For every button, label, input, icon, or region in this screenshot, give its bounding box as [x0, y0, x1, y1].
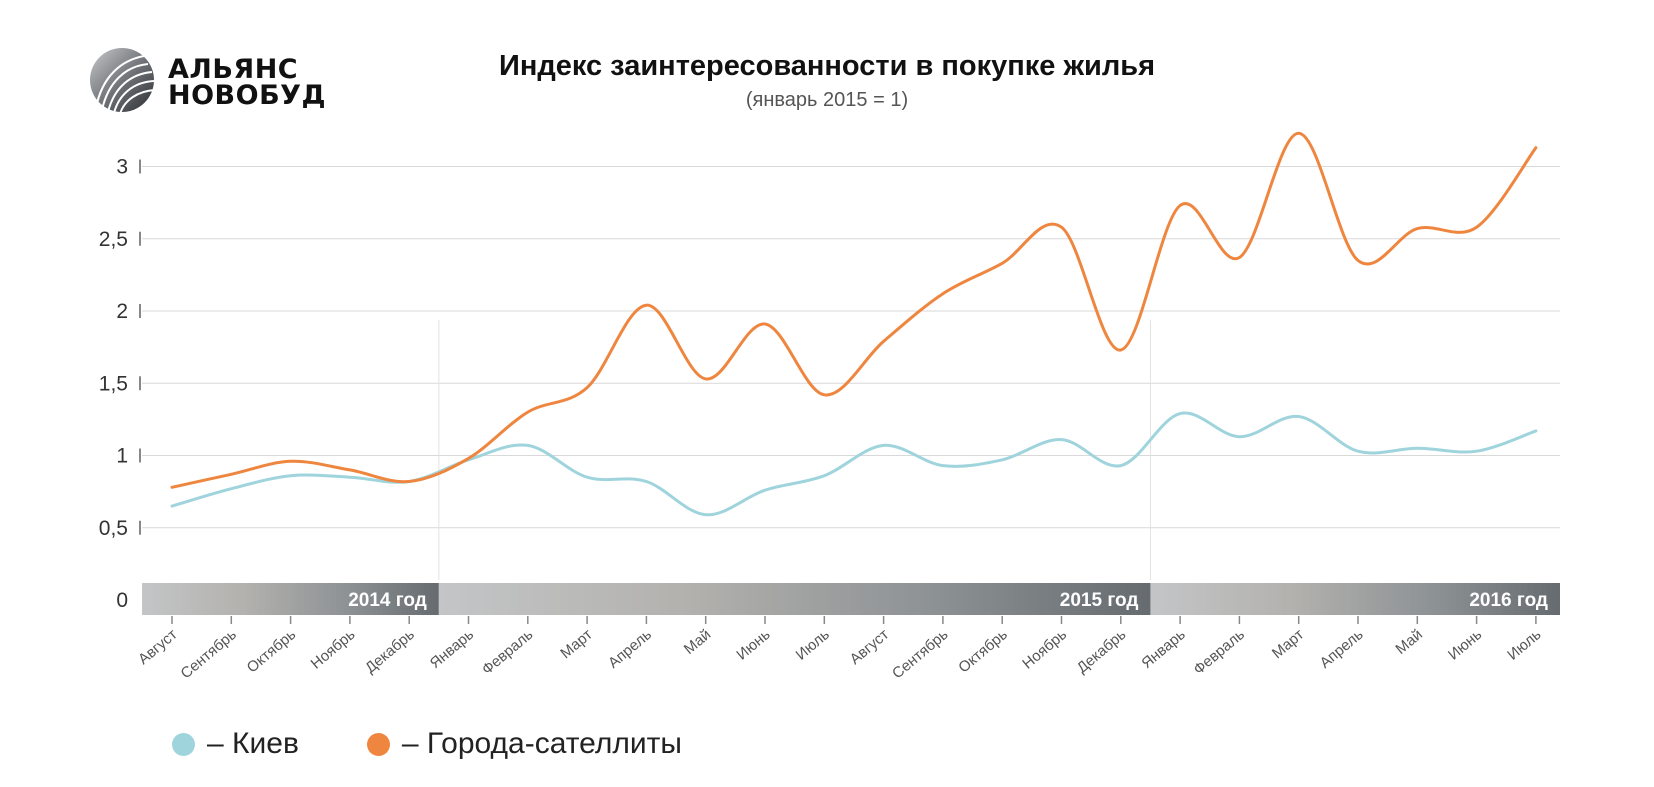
year-band-label: 2014 год [348, 590, 427, 611]
x-tick-label: Октябрь [244, 626, 300, 677]
legend-label-kiev: – Киев [207, 727, 299, 761]
x-tick-label: Июль [793, 626, 833, 664]
legend-dot-satellites [367, 733, 390, 756]
y-axis: 0 0,5 1 1,5 2 2,5 3 [99, 156, 140, 613]
legend-item-kiev: – Киев [172, 727, 299, 761]
legend-item-satellites: – Города-сателлиты [367, 727, 682, 761]
legend-label-satellites: – Города-сателлиты [402, 727, 682, 761]
year-bands: 2014 год 2015 год 2016 год [142, 583, 1560, 615]
x-tick-label: Август [847, 626, 893, 668]
x-tick-label: Октябрь [955, 626, 1011, 677]
y-tick-label: 2 [116, 300, 128, 323]
x-tick-label: Январь [1138, 626, 1188, 672]
x-tick-label: Ноябрь [1019, 626, 1070, 673]
line-chart: 2014 год 2015 год 2016 год 0 0,5 1 1,5 2 2,5 3 А… [0, 0, 1654, 720]
x-tick-label: Апрель [605, 626, 655, 672]
y-tick-label: 3 [116, 156, 128, 179]
x-tick-label: Декабрь [1074, 626, 1130, 677]
x-tick-label: Июль [1504, 626, 1544, 664]
year-band-label: 2015 год [1060, 590, 1139, 611]
x-tick-label: Июнь [733, 626, 773, 664]
legend-dot-kiev [172, 733, 195, 756]
x-tick-label: Май [681, 626, 714, 658]
x-tick-label: Январь [427, 626, 477, 672]
year-band [439, 583, 1151, 615]
y-tick-label: 1,5 [99, 372, 128, 395]
y-tick-label: 1 [116, 445, 128, 468]
y-tick-label: 2,5 [99, 228, 128, 251]
x-tick-label: Сентябрь [889, 626, 952, 682]
x-tick-label: Март [557, 626, 596, 662]
x-tick-label: Август [135, 626, 181, 668]
x-tick-label: Февраль [1190, 626, 1248, 678]
series-line-kiev [172, 413, 1536, 515]
x-tick-label: Февраль [479, 626, 537, 678]
y-tick-label: 0 [116, 589, 128, 612]
y-tick-label: 0,5 [99, 517, 128, 540]
series-lines [172, 133, 1536, 514]
grid-lines [142, 167, 1560, 581]
x-tick-label: Сентябрь [177, 626, 240, 682]
legend: – Киев – Города-сателлиты [172, 724, 750, 764]
x-tick-label: Ноябрь [308, 626, 359, 673]
x-tick-label: Апрель [1317, 626, 1367, 672]
year-band-label: 2016 год [1469, 590, 1548, 611]
x-tick-label: Декабрь [362, 626, 418, 677]
x-tick-label: Май [1392, 626, 1425, 658]
x-tick-label: Июнь [1445, 626, 1485, 664]
x-tick-label: Март [1269, 626, 1308, 662]
